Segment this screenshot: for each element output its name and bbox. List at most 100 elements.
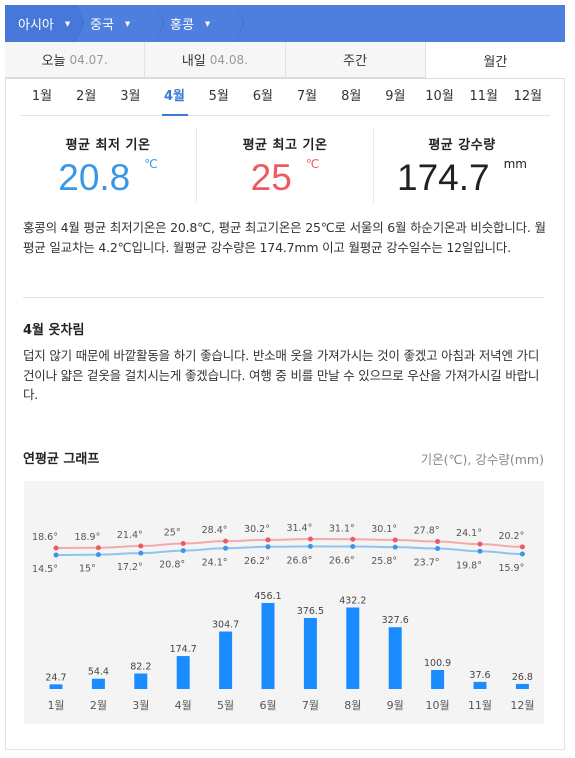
min-temp-point <box>519 551 525 557</box>
month-tab[interactable]: 2월 <box>76 89 97 104</box>
min-temp-point <box>477 548 483 554</box>
min-temp-label: 15° <box>79 564 96 575</box>
month-tab-selected[interactable]: 4월 <box>153 80 197 116</box>
rainfall-bar <box>473 681 487 689</box>
rainfall-label: 54.4 <box>88 667 109 678</box>
tab-weekly[interactable]: 주간 <box>285 42 426 78</box>
max-temp-label: 31.1° <box>329 523 355 534</box>
breadcrumb-country[interactable]: 중국 ▼ <box>77 5 164 42</box>
avg-max-temp: 평균 최고 기온 25 ℃ <box>197 128 374 203</box>
rainfall-label: 100.9 <box>424 658 451 669</box>
rainfall-bar <box>388 627 402 689</box>
rainfall-bar <box>134 673 148 689</box>
graph-title: 연평균 그래프 <box>23 452 100 467</box>
min-temp-point <box>138 550 144 556</box>
stat-label: 평균 최저 기온 <box>65 138 151 153</box>
rainfall-label: 174.7 <box>170 644 197 655</box>
stat-value: 25 <box>250 157 292 198</box>
graph-unit-label: 기온(℃), 강수량(mm) <box>420 452 544 467</box>
max-temp-point <box>265 537 271 543</box>
rainfall-label: 432.2 <box>339 596 366 607</box>
max-temp-point <box>350 536 356 542</box>
divider <box>23 297 544 298</box>
max-temp-label: 25° <box>164 528 181 539</box>
rainfall-bar <box>515 683 529 689</box>
rainfall-label: 376.5 <box>297 606 324 617</box>
month-tab[interactable]: 10월 <box>425 89 454 104</box>
min-temp-label: 26.2° <box>244 556 270 567</box>
max-temp-label: 30.2° <box>244 524 270 535</box>
month-tab[interactable]: 3월 <box>120 89 141 104</box>
tab-tomorrow[interactable]: 내일 04.08. <box>145 42 286 78</box>
max-temp-point <box>519 544 525 550</box>
max-temp-point <box>477 541 483 547</box>
chevron-down-icon: ▼ <box>64 19 71 28</box>
stat-value: 20.8 <box>58 157 131 198</box>
month-tab[interactable]: 6월 <box>252 89 273 104</box>
tab-monthly[interactable]: 월간 <box>425 42 565 78</box>
rainfall-bar <box>431 669 445 689</box>
tab-label: 내일 <box>181 54 206 69</box>
min-temp-label: 20.8° <box>159 560 185 571</box>
annual-chart: 18.6° 18.9° 21.4° 25° 28.4° 30.2° 31.4° 31.1° 30… <box>24 481 544 724</box>
x-tick-label: 9월 <box>387 699 404 712</box>
max-temp-point <box>307 536 313 542</box>
rainfall-bar <box>176 656 190 689</box>
tab-label: 주간 <box>343 54 368 69</box>
min-temp-label: 23.7° <box>414 558 440 569</box>
month-tab[interactable]: 8월 <box>341 89 362 104</box>
min-temp-label: 17.2° <box>117 562 143 573</box>
x-tick-label: 11월 <box>468 699 492 712</box>
min-temp-point <box>223 545 229 551</box>
rainfall-bar <box>49 684 63 689</box>
tab-today[interactable]: 오늘 04.07. <box>5 42 146 78</box>
min-temp-label: 25.8° <box>371 556 397 567</box>
max-temp-point <box>392 537 398 543</box>
stat-unit: mm <box>503 157 527 171</box>
x-tick-label: 6월 <box>259 699 276 712</box>
clothing-title: 4월 옷차림 <box>23 323 85 338</box>
stat-value: 174.7 <box>397 157 490 198</box>
max-temp-point <box>138 543 144 549</box>
month-tab[interactable]: 9월 <box>385 89 406 104</box>
max-temp-point <box>53 545 59 551</box>
x-tick-label: 12월 <box>510 699 534 712</box>
clothing-text: 덥지 않기 때문에 바깥활동을 하기 좋습니다. 반소매 옷을 가져가시는 것이… <box>23 348 540 402</box>
rainfall-bar <box>346 607 360 689</box>
breadcrumb-city[interactable]: 홍콩 ▼ <box>157 5 244 42</box>
max-temp-label: 20.2° <box>498 531 524 542</box>
month-tabs: 1월 2월 3월 4월 5월 6월 7월 8월 9월 10월 11월 12월 <box>20 80 550 116</box>
max-temp-label: 30.1° <box>371 524 397 535</box>
x-tick-label: 8월 <box>344 699 361 712</box>
max-temp-point <box>223 538 229 544</box>
rainfall-label: 82.2 <box>130 662 151 673</box>
rainfall-label: 327.6 <box>382 615 409 626</box>
month-tab[interactable]: 7월 <box>296 89 318 104</box>
breadcrumb-continent[interactable]: 아시아 ▼ <box>5 5 84 42</box>
content-frame <box>5 5 565 750</box>
month-tab[interactable]: 1월 <box>31 89 53 104</box>
breadcrumb-label: 중국 <box>90 18 114 33</box>
climate-summary: 홍콩의 4월 평균 최저기온은 20.8℃, 평균 최고기온은 25℃로 서울의… <box>23 220 546 255</box>
forecast-tabs: 오늘 04.07. 내일 04.08. 주간 월간 <box>5 42 565 79</box>
chevron-down-icon: ▼ <box>124 19 131 28</box>
month-tab[interactable]: 5월 <box>208 89 229 104</box>
x-tick-label: 7월 <box>302 699 319 712</box>
tab-date: 04.07. <box>69 52 108 67</box>
stat-unit: ℃ <box>305 157 320 171</box>
rainfall-label: 24.7 <box>45 672 66 683</box>
min-temp-label: 26.6° <box>329 556 355 567</box>
max-temp-label: 28.4° <box>202 525 228 536</box>
x-tick-label: 4월 <box>175 699 192 712</box>
min-temp-point <box>350 544 356 550</box>
month-tab[interactable]: 12월 <box>513 89 543 104</box>
stat-label: 평균 최고 기온 <box>242 138 328 153</box>
month-tab[interactable]: 11월 <box>469 89 498 104</box>
min-temp-point <box>180 548 186 554</box>
breadcrumb: 아시아 ▼ 중국 ▼ 홍콩 ▼ <box>5 5 565 42</box>
min-temp-label: 26.8° <box>286 555 312 566</box>
avg-rainfall: 평균 강수량 174.7 mm <box>374 128 550 203</box>
rainfall-label: 26.8 <box>512 672 533 683</box>
max-temp-label: 31.4° <box>286 523 312 534</box>
tab-label: 오늘 <box>41 54 66 69</box>
